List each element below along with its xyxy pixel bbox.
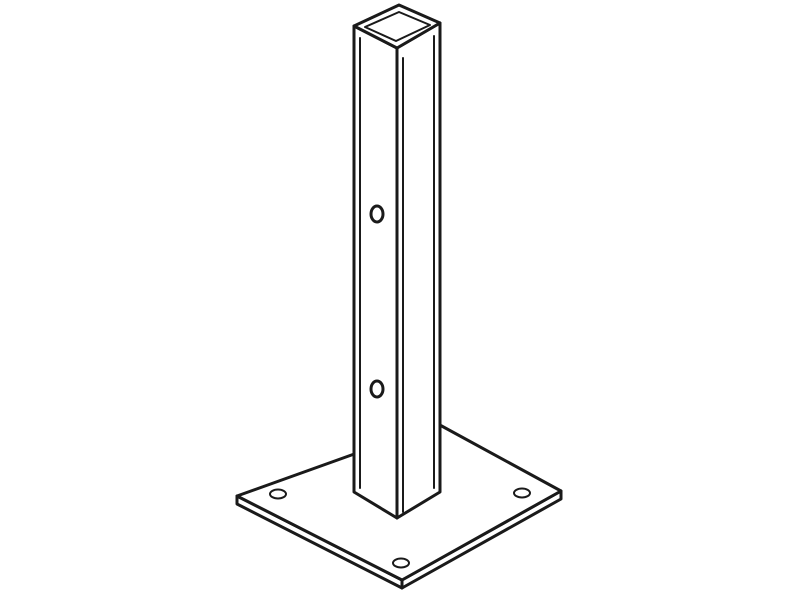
plate-hole-front	[392, 557, 410, 569]
post-hole-upper	[369, 204, 385, 224]
square-post	[352, 3, 442, 520]
post-hole-lower	[369, 379, 385, 399]
post-top-rim	[352, 3, 442, 50]
plate-hole-right	[513, 487, 531, 499]
post-top-opening	[364, 11, 431, 42]
plate-hole-left	[269, 488, 287, 500]
